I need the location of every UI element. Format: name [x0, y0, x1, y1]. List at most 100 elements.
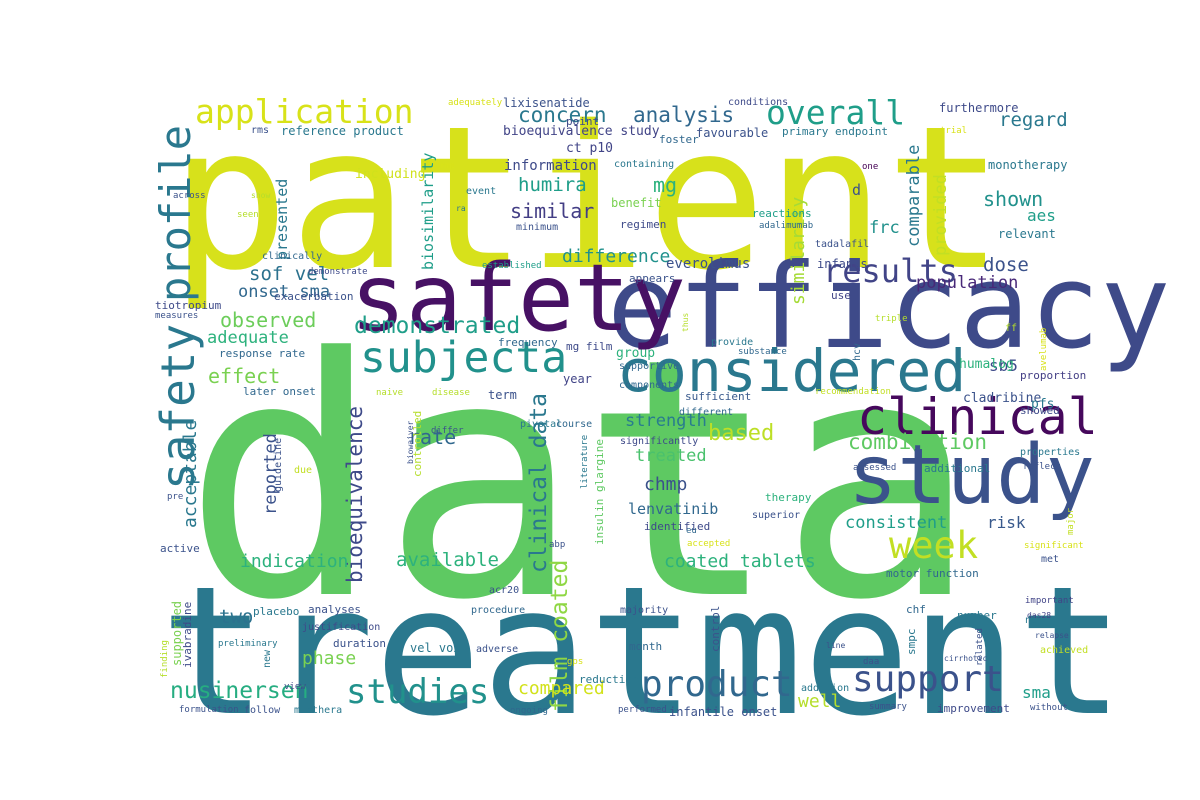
cloud-word: frequency	[498, 336, 558, 349]
cloud-word: performed	[618, 705, 667, 715]
cloud-word: avelumab	[1039, 327, 1049, 371]
cloud-word: adequately	[448, 98, 503, 108]
cloud-word: established	[482, 261, 542, 271]
cloud-word: coated tablets	[664, 551, 816, 572]
cloud-word: risk	[987, 513, 1026, 532]
cloud-word: safety	[350, 244, 686, 352]
cloud-word: primary endpoint	[782, 125, 888, 138]
cloud-word: month	[629, 640, 663, 653]
cloud-word: containing	[614, 159, 675, 170]
cloud-word: patient	[170, 83, 1005, 314]
cloud-word: active	[160, 542, 200, 555]
cloud-word: indication	[240, 551, 349, 572]
cloud-word: considered	[617, 337, 967, 405]
cloud-word: gps	[567, 657, 584, 667]
cloud-word: comparable	[904, 144, 924, 247]
cloud-word: insulin glargine	[593, 439, 606, 545]
cloud-word: vel vox	[410, 641, 461, 655]
cloud-word: chf	[906, 603, 926, 616]
cloud-word: frc	[869, 218, 900, 238]
cloud-word: studies	[346, 672, 490, 712]
cloud-word: week	[889, 524, 979, 567]
cloud-word: humalog	[959, 357, 1014, 372]
cloud-word: concern	[518, 103, 607, 127]
cloud-word: ct p10	[566, 141, 613, 156]
cloud-word: daa	[863, 657, 880, 667]
cloud-word: analyses	[308, 603, 361, 616]
cloud-word: presented	[273, 178, 291, 260]
cloud-word: furthermore	[939, 101, 1019, 115]
cloud-word: clinically	[262, 251, 323, 262]
cloud-word: additional	[924, 462, 991, 475]
cloud-word: point	[566, 115, 600, 128]
cloud-word: justification	[302, 622, 381, 633]
cloud-word: group	[616, 346, 656, 361]
cloud-word: reference product	[281, 124, 404, 138]
cloud-word: number	[957, 609, 997, 622]
cloud-word: provide	[711, 337, 754, 348]
cloud-word: placebo	[253, 605, 300, 618]
cloud-word: two	[219, 606, 254, 628]
cloud-word: significant	[1024, 541, 1084, 551]
cloud-word: mg film	[566, 340, 613, 353]
cloud-word: showed	[1020, 404, 1060, 417]
cloud-word: cladribine	[963, 391, 1042, 406]
cloud-word: hcv	[852, 342, 863, 361]
cloud-word: major	[1066, 507, 1076, 535]
cloud-word: summary	[869, 702, 907, 712]
cloud-word: adverse	[476, 644, 519, 655]
cloud-word: exacerbation	[274, 290, 354, 303]
cloud-word: adequate	[207, 328, 289, 348]
cloud-word: acceptable	[180, 419, 201, 528]
cloud-word: monotherapy	[988, 158, 1068, 172]
cloud-word: difference	[562, 246, 671, 267]
cloud-word: information	[504, 158, 597, 174]
cloud-word: benefit	[611, 196, 662, 210]
cloud-word: compared	[518, 678, 605, 699]
cloud-word: population	[916, 273, 1019, 293]
cloud-word: regimen	[620, 218, 667, 231]
cloud-word: sof vel	[249, 263, 330, 285]
cloud-word: tiotropium	[155, 299, 222, 312]
cloud-word: smpc	[905, 628, 918, 656]
cloud-word: assessed	[853, 463, 897, 473]
cloud-word: course	[556, 419, 593, 430]
cloud-word: results	[823, 252, 958, 290]
cloud-word: seen	[237, 210, 259, 220]
cloud-word: cirrhotic	[944, 654, 988, 663]
cloud-word: show	[251, 191, 271, 200]
cloud-word: follow	[244, 705, 281, 716]
cloud-word: naive	[376, 388, 404, 398]
cloud-word: supportive	[619, 361, 680, 372]
cloud-word: trial	[940, 126, 968, 136]
cloud-word: support	[852, 659, 1004, 700]
cloud-word: without	[1030, 703, 1068, 713]
cloud-word: d	[852, 181, 862, 199]
cloud-word: literature	[580, 434, 590, 489]
cloud-word: supported	[170, 600, 184, 666]
cloud-word: motor function	[886, 567, 979, 580]
cloud-word: properties	[1020, 447, 1081, 458]
cloud-word: view	[284, 682, 306, 692]
cloud-word: everolimus	[666, 256, 751, 272]
cloud-word: mabthera	[294, 705, 343, 716]
cloud-word: therapy	[765, 491, 812, 504]
cloud-word: sb5	[989, 356, 1018, 375]
cloud-word: chmp	[644, 474, 688, 495]
cloud-word: non	[1025, 615, 1044, 626]
cloud-word: das28	[1027, 611, 1052, 620]
cloud-word: relapse	[1035, 631, 1069, 640]
cloud-word: biowaiver	[406, 420, 415, 464]
cloud-word: combination	[848, 430, 988, 454]
cloud-word: rate	[408, 425, 457, 449]
cloud-word: year	[563, 372, 592, 386]
cloud-word: application	[195, 92, 414, 131]
cloud-word: observed	[220, 308, 317, 332]
cloud-word: later onset	[243, 385, 316, 398]
cloud-word: infantile onset	[669, 705, 778, 719]
cloud-word: sma	[1022, 683, 1051, 702]
cloud-word: foster	[659, 133, 699, 146]
cloud-word: measures	[155, 311, 199, 321]
cloud-word: data	[183, 288, 978, 672]
